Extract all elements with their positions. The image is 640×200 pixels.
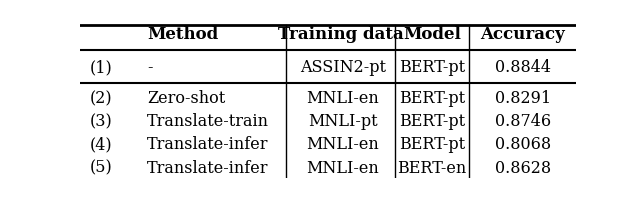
Text: BERT-pt: BERT-pt (399, 59, 465, 76)
Text: (4): (4) (90, 136, 113, 153)
Text: (5): (5) (90, 159, 113, 176)
Text: MNLI-en: MNLI-en (307, 159, 380, 176)
Text: MNLI-en: MNLI-en (307, 89, 380, 106)
Text: 0.8068: 0.8068 (495, 136, 551, 153)
Text: MNLI-en: MNLI-en (307, 136, 380, 153)
Text: BERT-pt: BERT-pt (399, 89, 465, 106)
Text: ASSIN2-pt: ASSIN2-pt (300, 59, 386, 76)
Text: Zero-shot: Zero-shot (147, 89, 225, 106)
Text: 0.8746: 0.8746 (495, 113, 551, 129)
Text: Method: Method (147, 26, 218, 43)
Text: BERT-pt: BERT-pt (399, 136, 465, 153)
Text: 0.8291: 0.8291 (495, 89, 551, 106)
Text: Model: Model (403, 26, 461, 43)
Text: Training data: Training data (278, 26, 403, 43)
Text: MNLI-pt: MNLI-pt (308, 113, 378, 129)
Text: (3): (3) (90, 113, 113, 129)
Text: Accuracy: Accuracy (480, 26, 565, 43)
Text: Translate-infer: Translate-infer (147, 159, 268, 176)
Text: (2): (2) (90, 89, 113, 106)
Text: 0.8628: 0.8628 (495, 159, 551, 176)
Text: -: - (147, 59, 152, 76)
Text: BERT-pt: BERT-pt (399, 113, 465, 129)
Text: Translate-infer: Translate-infer (147, 136, 268, 153)
Text: BERT-en: BERT-en (397, 159, 467, 176)
Text: Translate-train: Translate-train (147, 113, 269, 129)
Text: 0.8844: 0.8844 (495, 59, 551, 76)
Text: (1): (1) (90, 59, 113, 76)
